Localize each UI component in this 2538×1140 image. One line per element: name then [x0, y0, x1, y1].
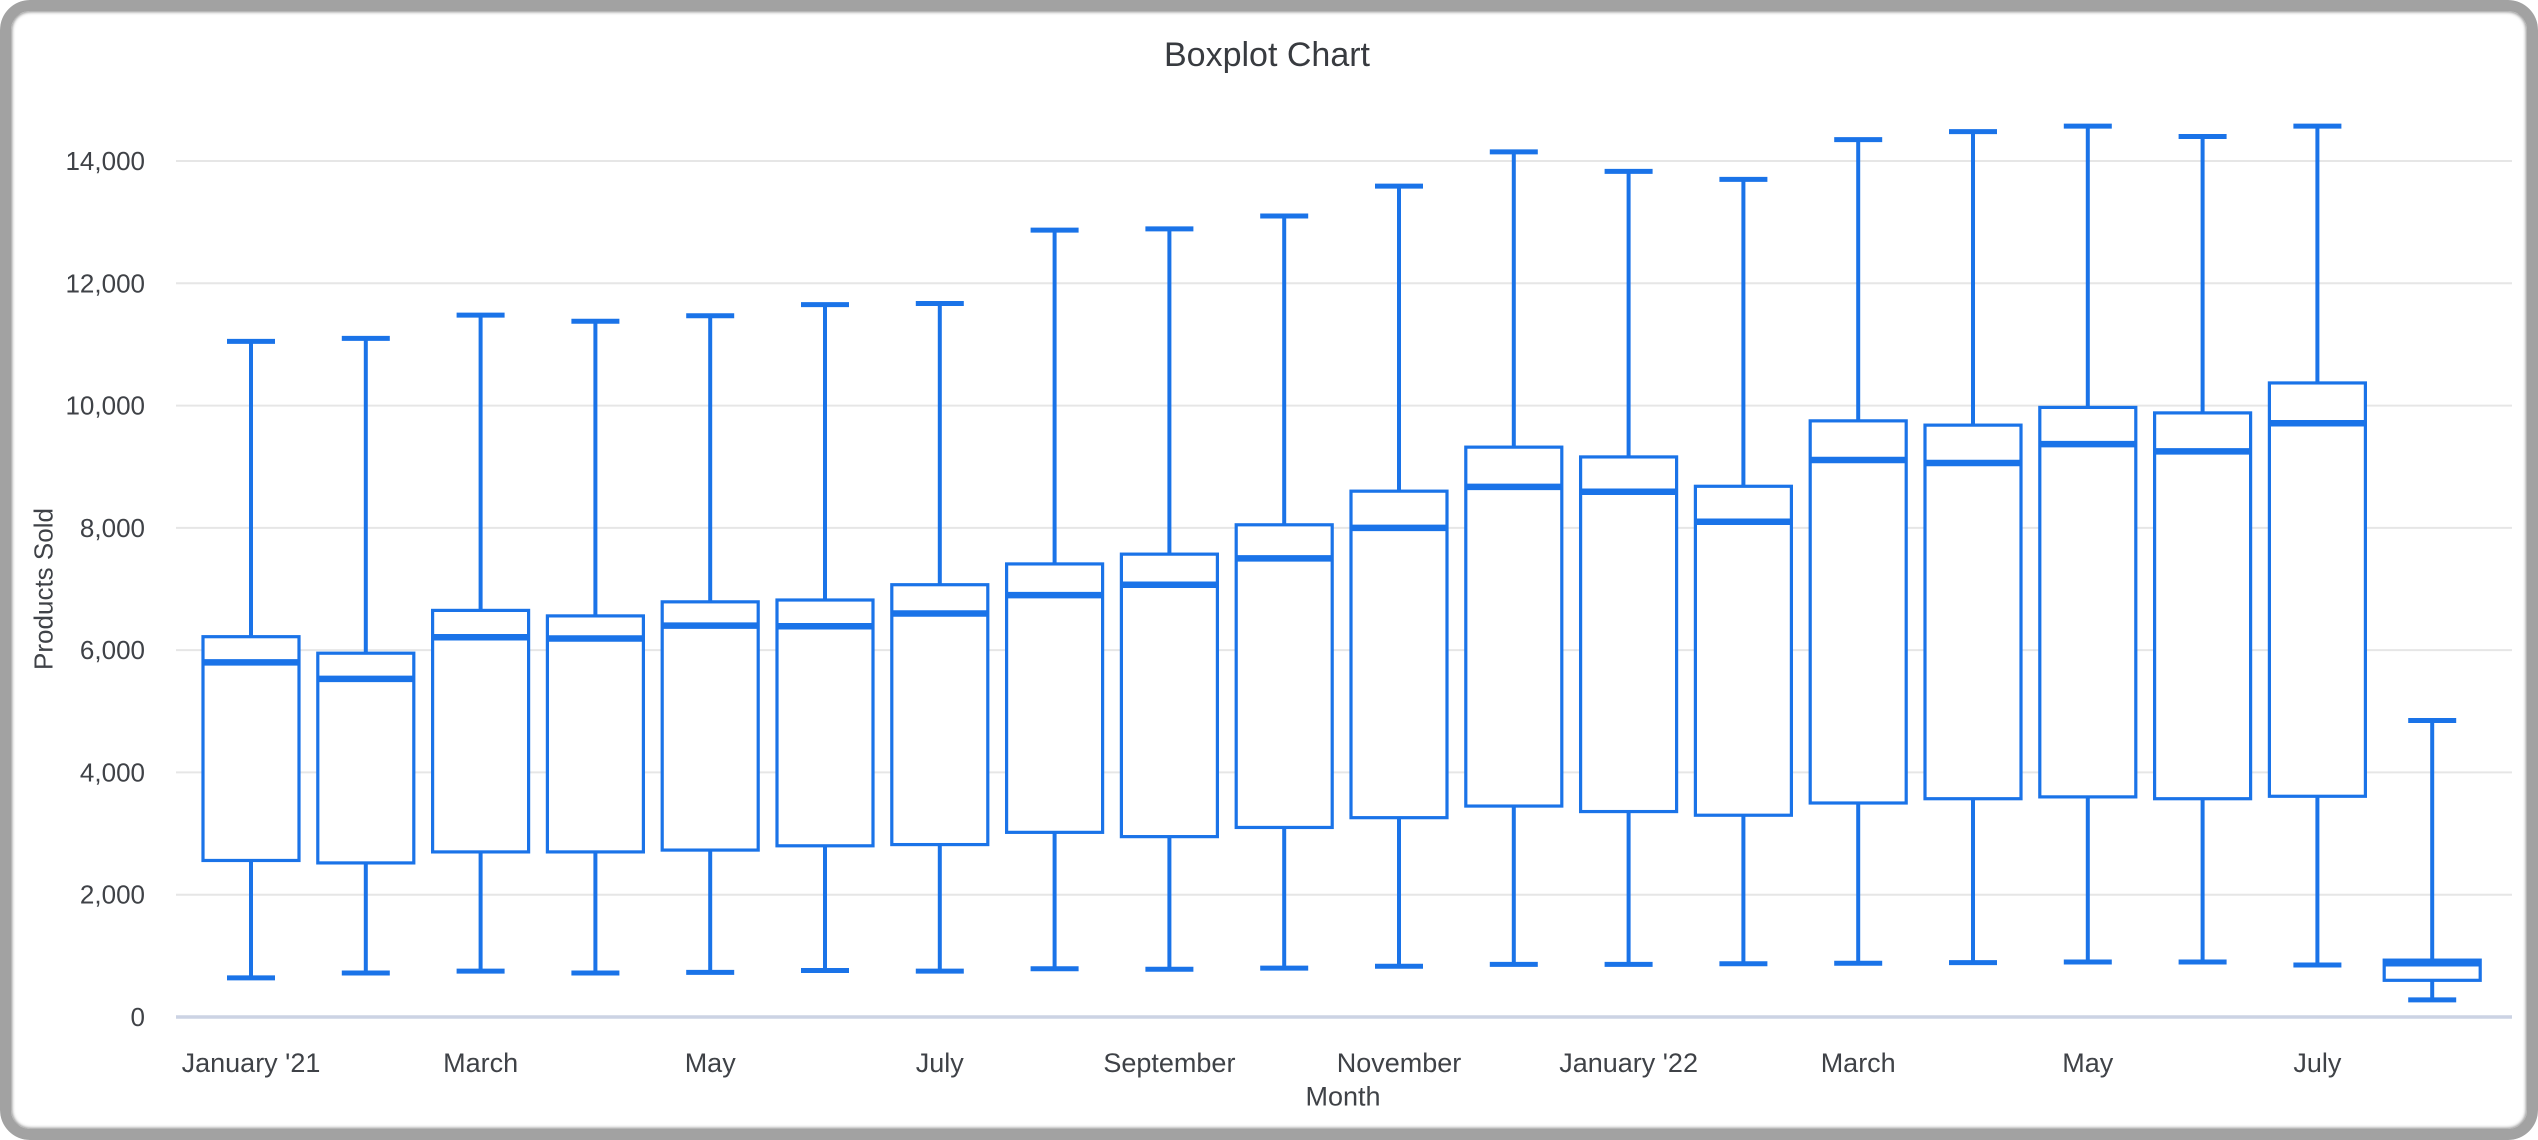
- x-tick-label: September: [1103, 1048, 1235, 1078]
- y-tick-label: 6,000: [80, 635, 145, 665]
- boxplot-month-19[interactable]: [2267, 123, 2367, 968]
- iqr-box: [1464, 445, 1564, 808]
- iqr-box: [2267, 381, 2367, 798]
- y-tick-label: 4,000: [80, 757, 145, 787]
- iqr-box: [1578, 455, 1679, 814]
- iqr-box: [1004, 562, 1105, 834]
- boxplot-month-10[interactable]: [1234, 213, 1334, 971]
- iqr-box: [1234, 523, 1334, 830]
- boxplot-month-3[interactable]: [431, 312, 531, 974]
- boxplot-month-11[interactable]: [1349, 183, 1449, 969]
- boxplot-month-4[interactable]: [545, 318, 646, 976]
- iqr-box: [1349, 489, 1449, 820]
- boxplot-month-16[interactable]: [1923, 129, 2023, 966]
- x-tick-label: November: [1337, 1048, 1462, 1078]
- boxplot-month-6[interactable]: [775, 302, 875, 974]
- boxplot-month-20[interactable]: [2382, 717, 2482, 1003]
- boxplot-month-2[interactable]: [316, 335, 416, 976]
- iqr-box: [2038, 405, 2138, 799]
- boxplot-month-17[interactable]: [2038, 123, 2138, 965]
- iqr-box: [775, 598, 875, 848]
- boxplot-month-18[interactable]: [2153, 134, 2253, 965]
- x-tick-label: May: [2062, 1048, 2114, 1078]
- x-tick-label: July: [2293, 1048, 2342, 1078]
- boxplot-month-14[interactable]: [1693, 176, 1794, 967]
- x-axis-title: Month: [1305, 1081, 1381, 1112]
- boxplot-month-13[interactable]: [1578, 168, 1679, 967]
- iqr-box: [1693, 484, 1794, 817]
- y-tick-label: 2,000: [80, 880, 145, 910]
- boxplot-month-1[interactable]: [201, 338, 301, 981]
- iqr-box: [660, 600, 760, 852]
- boxplot-month-12[interactable]: [1464, 149, 1564, 967]
- iqr-box: [890, 583, 990, 847]
- y-axis-title: Products Sold: [28, 508, 59, 670]
- y-tick-label: 14,000: [65, 146, 145, 176]
- boxplot-month-5[interactable]: [660, 313, 760, 975]
- iqr-box: [316, 651, 416, 865]
- boxplot-month-7[interactable]: [890, 300, 990, 974]
- boxplot-month-9[interactable]: [1119, 226, 1220, 972]
- x-tick-label: July: [916, 1048, 965, 1078]
- iqr-box: [201, 635, 301, 863]
- iqr-box: [1923, 423, 2023, 801]
- x-tick-label: March: [1821, 1048, 1896, 1078]
- iqr-box: [2153, 411, 2253, 801]
- y-tick-label: 8,000: [80, 513, 145, 543]
- x-tick-label: January '21: [182, 1048, 321, 1078]
- iqr-box: [1808, 419, 1908, 805]
- x-tick-label: May: [685, 1048, 737, 1078]
- iqr-box: [431, 608, 531, 854]
- y-tick-label: 0: [131, 1002, 145, 1032]
- y-tick-label: 10,000: [65, 391, 145, 421]
- x-tick-label: March: [443, 1048, 518, 1078]
- iqr-box: [545, 614, 646, 854]
- boxplot-month-15[interactable]: [1808, 137, 1908, 966]
- boxplot-month-8[interactable]: [1004, 227, 1105, 972]
- iqr-box: [1119, 552, 1220, 839]
- y-tick-label: 12,000: [65, 268, 145, 298]
- x-tick-label: January '22: [1559, 1048, 1698, 1078]
- chart-title: Boxplot Chart: [1164, 36, 1370, 74]
